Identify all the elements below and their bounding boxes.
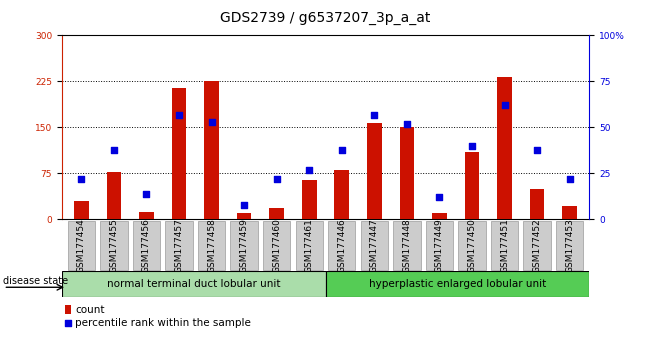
Point <box>402 121 412 127</box>
Text: GSM177459: GSM177459 <box>240 218 249 273</box>
Bar <box>562 206 577 219</box>
Bar <box>400 127 414 219</box>
Text: GSM177460: GSM177460 <box>272 218 281 273</box>
Text: GSM177458: GSM177458 <box>207 218 216 273</box>
Text: GSM177448: GSM177448 <box>402 218 411 273</box>
FancyBboxPatch shape <box>165 221 193 270</box>
Text: hyperplastic enlarged lobular unit: hyperplastic enlarged lobular unit <box>368 279 546 289</box>
FancyBboxPatch shape <box>100 221 128 270</box>
Text: percentile rank within the sample: percentile rank within the sample <box>75 319 251 329</box>
Point <box>174 112 184 118</box>
Point <box>62 321 73 326</box>
Bar <box>497 77 512 219</box>
Bar <box>74 201 89 219</box>
FancyBboxPatch shape <box>62 271 326 297</box>
FancyBboxPatch shape <box>230 221 258 270</box>
Text: normal terminal duct lobular unit: normal terminal duct lobular unit <box>107 279 281 289</box>
Point <box>434 195 445 200</box>
Text: GSM177447: GSM177447 <box>370 218 379 273</box>
FancyBboxPatch shape <box>68 221 95 270</box>
Point <box>337 147 347 152</box>
FancyBboxPatch shape <box>328 221 355 270</box>
FancyBboxPatch shape <box>263 221 290 270</box>
Bar <box>302 179 316 219</box>
FancyBboxPatch shape <box>556 221 583 270</box>
Bar <box>270 209 284 219</box>
Text: disease state: disease state <box>3 276 68 286</box>
Point <box>141 191 152 196</box>
Text: GSM177454: GSM177454 <box>77 218 86 273</box>
FancyBboxPatch shape <box>296 221 323 270</box>
FancyBboxPatch shape <box>361 221 388 270</box>
FancyBboxPatch shape <box>326 271 589 297</box>
Point <box>76 176 87 182</box>
Point <box>206 119 217 125</box>
Text: GSM177455: GSM177455 <box>109 218 118 273</box>
Bar <box>204 81 219 219</box>
FancyBboxPatch shape <box>523 221 551 270</box>
Bar <box>465 152 479 219</box>
Text: GSM177449: GSM177449 <box>435 218 444 273</box>
Point <box>109 147 119 152</box>
FancyBboxPatch shape <box>198 221 225 270</box>
Bar <box>172 87 186 219</box>
FancyBboxPatch shape <box>426 221 453 270</box>
Text: GSM177451: GSM177451 <box>500 218 509 273</box>
Bar <box>237 213 251 219</box>
Text: GSM177450: GSM177450 <box>467 218 477 273</box>
Point <box>467 143 477 149</box>
Point <box>564 176 575 182</box>
Bar <box>367 122 381 219</box>
Bar <box>139 212 154 219</box>
FancyBboxPatch shape <box>133 221 160 270</box>
Bar <box>335 170 349 219</box>
Text: GSM177453: GSM177453 <box>565 218 574 273</box>
Bar <box>64 305 71 314</box>
Text: GSM177461: GSM177461 <box>305 218 314 273</box>
Text: GDS2739 / g6537207_3p_a_at: GDS2739 / g6537207_3p_a_at <box>220 11 431 25</box>
Point <box>239 202 249 207</box>
Point <box>304 167 314 173</box>
Point <box>271 176 282 182</box>
Text: GSM177456: GSM177456 <box>142 218 151 273</box>
Bar <box>530 189 544 219</box>
FancyBboxPatch shape <box>393 221 421 270</box>
Point <box>369 112 380 118</box>
Text: GSM177452: GSM177452 <box>533 218 542 273</box>
Text: count: count <box>75 305 104 315</box>
Point <box>532 147 542 152</box>
Text: GSM177446: GSM177446 <box>337 218 346 273</box>
FancyBboxPatch shape <box>458 221 486 270</box>
FancyBboxPatch shape <box>491 221 518 270</box>
Text: GSM177457: GSM177457 <box>174 218 184 273</box>
Bar <box>107 172 121 219</box>
Bar <box>432 213 447 219</box>
Point <box>499 103 510 108</box>
